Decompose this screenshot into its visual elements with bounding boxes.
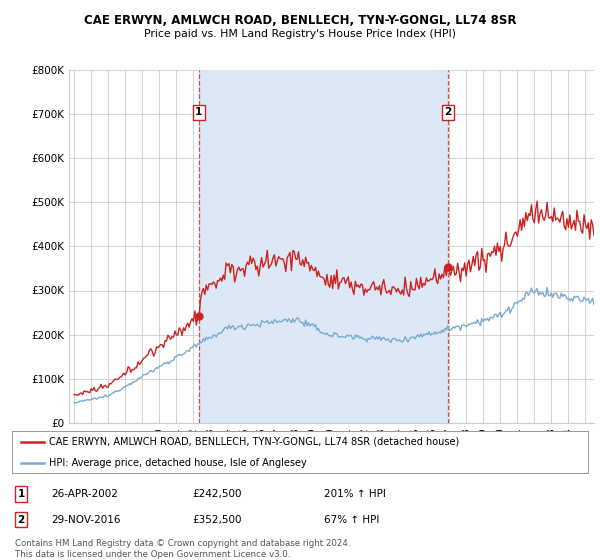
Text: 26-APR-2002: 26-APR-2002 (51, 489, 118, 499)
Text: 201% ↑ HPI: 201% ↑ HPI (324, 489, 386, 499)
Point (443, 263, 452, 272)
Text: 2: 2 (444, 108, 451, 118)
Text: 29-NOV-2016: 29-NOV-2016 (51, 515, 121, 525)
Text: 1: 1 (195, 108, 203, 118)
Bar (199, 70, 448, 423)
Point (194, 311, 203, 320)
Text: HPI: Average price, detached house, Isle of Anglesey: HPI: Average price, detached house, Isle… (49, 458, 307, 468)
Text: 1: 1 (17, 489, 25, 499)
Text: Contains HM Land Registry data © Crown copyright and database right 2024.
This d: Contains HM Land Registry data © Crown c… (15, 539, 350, 559)
Text: Price paid vs. HM Land Registry's House Price Index (HPI): Price paid vs. HM Land Registry's House … (144, 29, 456, 39)
Text: £242,500: £242,500 (192, 489, 241, 499)
Text: CAE ERWYN, AMLWCH ROAD, BENLLECH, TYN-Y-GONGL, LL74 8SR (detached house): CAE ERWYN, AMLWCH ROAD, BENLLECH, TYN-Y-… (49, 437, 460, 447)
Text: 2: 2 (17, 515, 25, 525)
Text: £352,500: £352,500 (192, 515, 241, 525)
Text: CAE ERWYN, AMLWCH ROAD, BENLLECH, TYN-Y-GONGL, LL74 8SR: CAE ERWYN, AMLWCH ROAD, BENLLECH, TYN-Y-… (84, 14, 516, 27)
Text: 67% ↑ HPI: 67% ↑ HPI (324, 515, 379, 525)
